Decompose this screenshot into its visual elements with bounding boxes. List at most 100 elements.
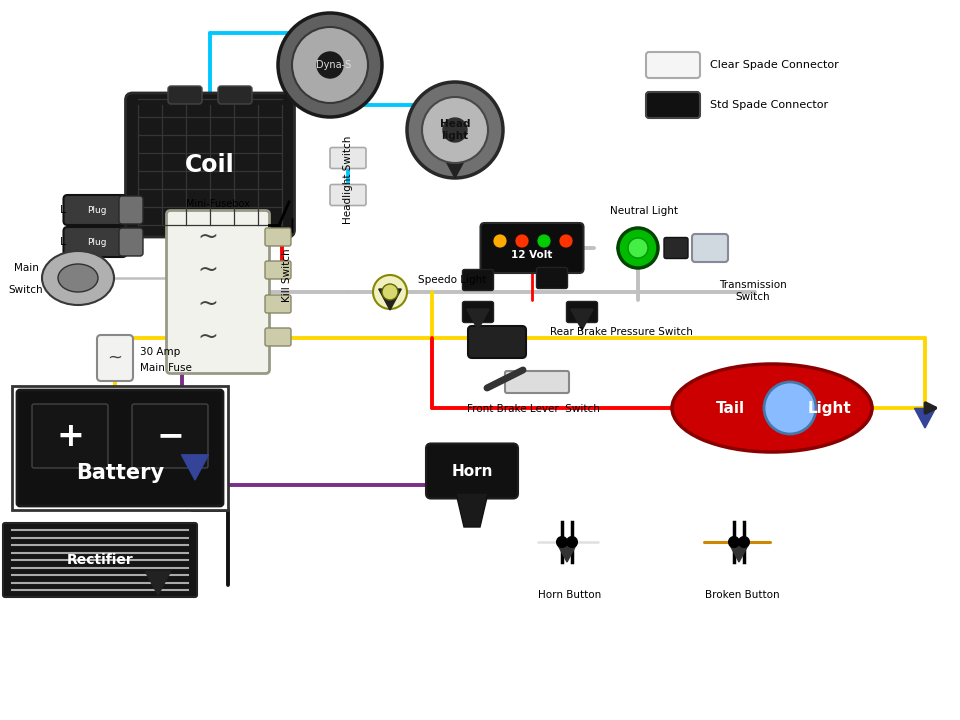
Circle shape xyxy=(373,275,407,309)
Polygon shape xyxy=(456,493,488,527)
Text: ~: ~ xyxy=(198,325,219,349)
FancyBboxPatch shape xyxy=(265,295,291,313)
Text: Coil: Coil xyxy=(185,153,235,177)
Circle shape xyxy=(739,537,749,547)
Text: Head
light: Head light xyxy=(440,120,470,141)
FancyBboxPatch shape xyxy=(132,404,208,468)
Text: Light: Light xyxy=(808,400,852,415)
FancyBboxPatch shape xyxy=(218,86,252,104)
FancyBboxPatch shape xyxy=(566,302,597,323)
FancyBboxPatch shape xyxy=(426,444,518,498)
Text: Battery: Battery xyxy=(76,463,164,483)
Circle shape xyxy=(278,13,382,117)
FancyBboxPatch shape xyxy=(481,223,584,273)
Text: ~: ~ xyxy=(198,258,219,282)
Circle shape xyxy=(628,238,648,258)
Bar xyxy=(12,386,228,510)
Text: 12 Volt: 12 Volt xyxy=(512,250,553,260)
FancyBboxPatch shape xyxy=(17,390,223,506)
Ellipse shape xyxy=(764,382,816,434)
FancyBboxPatch shape xyxy=(537,268,567,289)
Text: Horn Button: Horn Button xyxy=(539,590,602,600)
Circle shape xyxy=(443,118,467,142)
FancyBboxPatch shape xyxy=(119,196,143,224)
Text: Main: Main xyxy=(13,263,38,273)
Text: Tail: Tail xyxy=(715,400,745,415)
Text: Horn: Horn xyxy=(451,464,492,479)
Text: Transmission
Switch: Transmission Switch xyxy=(719,280,787,302)
Text: +: + xyxy=(56,420,84,452)
FancyBboxPatch shape xyxy=(119,228,143,256)
FancyBboxPatch shape xyxy=(646,52,700,78)
Text: L: L xyxy=(60,205,66,215)
Circle shape xyxy=(729,537,739,547)
Text: Rear Brake Pressure Switch: Rear Brake Pressure Switch xyxy=(550,327,693,337)
Circle shape xyxy=(515,234,529,248)
Circle shape xyxy=(537,234,551,248)
Text: Kill Switch: Kill Switch xyxy=(282,248,292,302)
Text: Neutral Light: Neutral Light xyxy=(610,206,678,216)
FancyBboxPatch shape xyxy=(168,86,202,104)
FancyBboxPatch shape xyxy=(692,234,728,262)
Circle shape xyxy=(559,234,573,248)
Circle shape xyxy=(618,228,658,268)
Text: Clear Spade Connector: Clear Spade Connector xyxy=(710,60,839,70)
Circle shape xyxy=(493,234,507,248)
Text: Plug: Plug xyxy=(87,205,107,215)
Circle shape xyxy=(317,52,343,78)
FancyBboxPatch shape xyxy=(664,238,688,258)
FancyBboxPatch shape xyxy=(97,335,133,381)
FancyBboxPatch shape xyxy=(3,523,197,597)
FancyBboxPatch shape xyxy=(32,404,108,468)
Ellipse shape xyxy=(672,364,872,452)
FancyBboxPatch shape xyxy=(265,228,291,246)
Text: Front Brake Lever  Switch: Front Brake Lever Switch xyxy=(467,404,599,414)
Text: Speedo Light: Speedo Light xyxy=(418,275,487,285)
Text: Headlight Switch: Headlight Switch xyxy=(343,136,353,224)
Polygon shape xyxy=(571,309,593,330)
Text: Dyna-S: Dyna-S xyxy=(317,60,351,70)
FancyBboxPatch shape xyxy=(505,371,569,393)
Ellipse shape xyxy=(58,264,98,292)
FancyBboxPatch shape xyxy=(463,302,493,323)
Text: Plug: Plug xyxy=(87,238,107,246)
FancyBboxPatch shape xyxy=(468,326,526,358)
Polygon shape xyxy=(181,455,208,480)
Text: Rectifier: Rectifier xyxy=(66,553,133,567)
FancyBboxPatch shape xyxy=(330,148,366,168)
Polygon shape xyxy=(467,309,490,330)
FancyBboxPatch shape xyxy=(265,261,291,279)
FancyBboxPatch shape xyxy=(463,269,493,290)
Circle shape xyxy=(422,97,488,163)
Text: ~: ~ xyxy=(198,225,219,249)
Text: Mini-Fusebox: Mini-Fusebox xyxy=(186,199,250,209)
Text: Broken Button: Broken Button xyxy=(705,590,780,600)
FancyBboxPatch shape xyxy=(330,184,366,205)
Text: Switch: Switch xyxy=(9,285,43,295)
FancyBboxPatch shape xyxy=(63,227,127,257)
FancyBboxPatch shape xyxy=(63,195,127,225)
Text: 30 Amp: 30 Amp xyxy=(140,347,180,357)
Ellipse shape xyxy=(42,251,114,305)
Circle shape xyxy=(557,537,567,547)
FancyBboxPatch shape xyxy=(166,210,270,374)
Text: L: L xyxy=(60,237,66,247)
Polygon shape xyxy=(444,157,467,178)
Text: Std Spade Connector: Std Spade Connector xyxy=(710,100,828,110)
Circle shape xyxy=(382,284,398,300)
FancyBboxPatch shape xyxy=(126,93,295,237)
Polygon shape xyxy=(915,408,935,428)
Text: −: − xyxy=(156,420,184,452)
Text: Main Fuse: Main Fuse xyxy=(140,363,192,373)
Polygon shape xyxy=(145,571,171,595)
Circle shape xyxy=(292,27,368,103)
FancyBboxPatch shape xyxy=(646,92,700,118)
Circle shape xyxy=(407,82,503,178)
Text: ~: ~ xyxy=(108,349,123,367)
Polygon shape xyxy=(730,544,749,562)
Polygon shape xyxy=(557,544,577,562)
Text: ~: ~ xyxy=(198,292,219,316)
Polygon shape xyxy=(379,289,401,310)
Circle shape xyxy=(567,537,577,547)
FancyBboxPatch shape xyxy=(265,328,291,346)
